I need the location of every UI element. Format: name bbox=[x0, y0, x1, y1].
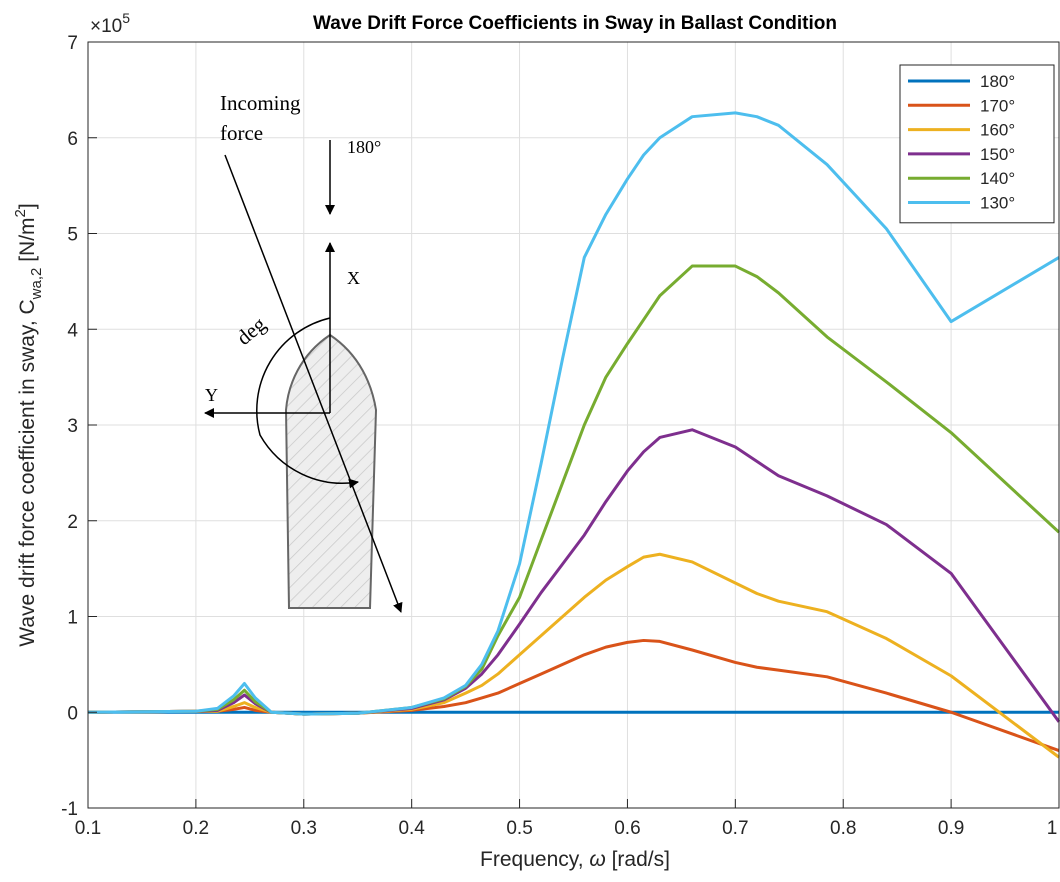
y-tick-label: 6 bbox=[67, 129, 78, 150]
legend-label: 150° bbox=[980, 145, 1015, 164]
x-tick-label: 0.9 bbox=[938, 818, 964, 839]
y-tick-label: 0 bbox=[67, 703, 78, 724]
x-tick-label: 0.8 bbox=[830, 818, 856, 839]
series-lines bbox=[88, 111, 1060, 759]
y-label-part: Wave drift force coefficient in sway, C bbox=[16, 299, 39, 646]
y-exponent-part: ×10 bbox=[90, 16, 122, 37]
y-exponent: ×105 bbox=[90, 10, 130, 37]
y-label-part: wa,2 bbox=[28, 268, 45, 301]
y-axis-label: Wave drift force coefficient in sway, Cw… bbox=[12, 203, 45, 646]
x-label-part: ω bbox=[589, 848, 605, 871]
series-line bbox=[88, 111, 1060, 716]
x-tick-label: 0.7 bbox=[722, 818, 748, 839]
legend-label: 130° bbox=[980, 194, 1015, 213]
y-exponent-part: 5 bbox=[122, 10, 130, 26]
series-line bbox=[88, 428, 1060, 723]
legend-box bbox=[899, 64, 1055, 224]
series-line bbox=[88, 552, 1060, 759]
y-tick-label: 1 bbox=[67, 608, 78, 629]
series-line bbox=[88, 638, 1060, 752]
y-tick-label: 7 bbox=[67, 33, 78, 54]
y-label-part: ] bbox=[16, 203, 39, 209]
y-tick-label: 2 bbox=[67, 512, 78, 533]
angle-arc bbox=[256, 317, 359, 489]
annotation: Y bbox=[205, 385, 218, 405]
x-tick-label: 0.3 bbox=[291, 818, 317, 839]
x-tick-label: 0.5 bbox=[506, 818, 532, 839]
y-tick-label: -1 bbox=[61, 799, 78, 820]
legend-label: 170° bbox=[980, 96, 1015, 115]
annotation: X bbox=[347, 268, 360, 288]
y-tick-label: 3 bbox=[67, 416, 78, 437]
ship-hull bbox=[284, 333, 378, 609]
x-tick-label: 0.4 bbox=[398, 818, 425, 839]
y-label-part: 2 bbox=[12, 209, 29, 217]
y-label-part: [N/m bbox=[16, 217, 39, 267]
x-label-part: Frequency, bbox=[480, 848, 589, 871]
incoming-force-arrow bbox=[224, 154, 403, 613]
legend-label: 160° bbox=[980, 121, 1015, 140]
x-tick-label: 1 bbox=[1047, 818, 1058, 839]
x-tick-label: 0.1 bbox=[75, 818, 101, 839]
x-tick-label: 0.6 bbox=[614, 818, 640, 839]
legend-label: 140° bbox=[980, 169, 1015, 188]
ship-diagram: Incoming force 180° X Y deg bbox=[204, 91, 403, 613]
annotation: Incoming bbox=[220, 91, 301, 115]
annotation: 180° bbox=[347, 137, 381, 157]
series-line bbox=[88, 264, 1060, 716]
y-tick-label: 4 bbox=[67, 320, 78, 341]
legend: 180° 170° 160° 150° 140° 130° bbox=[899, 64, 1055, 224]
y-tick-label: 5 bbox=[67, 225, 78, 246]
annotation: force bbox=[220, 121, 263, 145]
x-tick-label: 0.2 bbox=[183, 818, 209, 839]
legend-label: 180° bbox=[980, 72, 1015, 91]
x-label-part: [rad/s] bbox=[606, 848, 670, 871]
x-axis-label: Frequency, ω [rad/s] bbox=[480, 848, 670, 871]
chart-title: Wave Drift Force Coefficients in Sway in… bbox=[313, 13, 837, 34]
